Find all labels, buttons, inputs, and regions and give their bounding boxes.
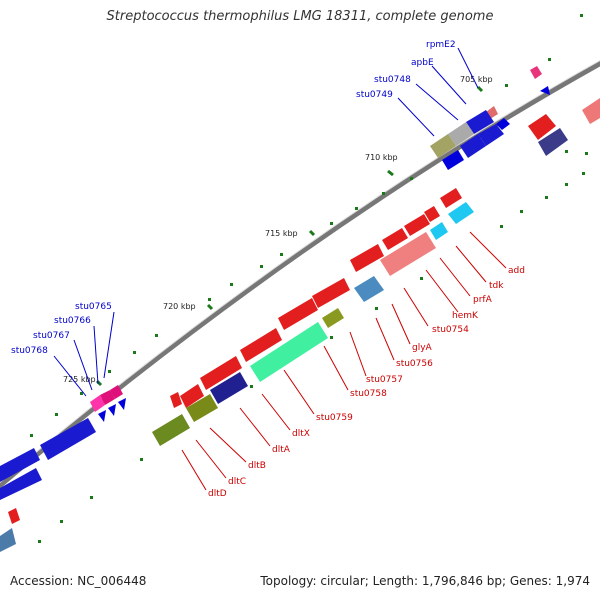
gene-red-3[interactable] xyxy=(382,228,408,250)
gene-label-dltD[interactable]: dltD xyxy=(208,489,227,499)
gene-add[interactable] xyxy=(440,188,462,208)
gene-label-stu0767[interactable]: stu0767 xyxy=(33,331,70,341)
gene-small-blue[interactable] xyxy=(540,86,550,95)
gene-red-arrow[interactable] xyxy=(170,392,182,408)
gene-label-glyA[interactable]: glyA xyxy=(412,343,433,353)
gene-blue-arrow-b[interactable] xyxy=(108,404,116,416)
gene-blue-4[interactable] xyxy=(442,150,464,170)
gene-label-stu0754[interactable]: stu0754 xyxy=(432,325,469,335)
gene-label-stu0765[interactable]: stu0765 xyxy=(75,302,112,312)
gene-red-4[interactable] xyxy=(350,244,384,272)
gene-label-stu0749[interactable]: stu0749 xyxy=(356,90,393,100)
leader-lines-reverse xyxy=(181,231,507,491)
gene-red-top-right-1[interactable] xyxy=(528,114,556,140)
gene-stu0766[interactable] xyxy=(100,390,115,405)
gene-label-dltC[interactable]: dltC xyxy=(228,477,246,487)
gene-darkblue-right[interactable] xyxy=(538,128,568,156)
gene-salmon-long[interactable] xyxy=(380,232,436,276)
gene-rpmE2[interactable] xyxy=(530,66,542,79)
gene-blue-arrow-1[interactable] xyxy=(496,118,510,130)
tick-label-720: 720 kbp xyxy=(163,302,196,311)
genome-summary-text: Topology: circular; Length: 1,796,846 bp… xyxy=(260,574,590,588)
gene-red-6[interactable] xyxy=(240,328,282,362)
gene-salmon-right[interactable] xyxy=(582,98,600,124)
gene-tdk[interactable] xyxy=(448,202,474,224)
gene-blue-2[interactable] xyxy=(478,124,504,146)
gene-label-dltA[interactable]: dltA xyxy=(272,445,291,455)
gene-stu0748[interactable] xyxy=(466,110,494,134)
gene-label-prfA[interactable]: prfA xyxy=(473,295,493,305)
gene-olive-glyA[interactable] xyxy=(322,308,344,328)
gene-label-stu0758[interactable]: stu0758 xyxy=(350,389,387,399)
gene-label-apbE[interactable]: apbE xyxy=(411,58,434,68)
gene-stu0767[interactable] xyxy=(90,395,105,412)
gene-stu0754[interactable] xyxy=(354,276,384,302)
reverse-strand-genes xyxy=(0,98,600,552)
gene-label-stu0748[interactable]: stu0748 xyxy=(374,75,411,85)
gene-red-7[interactable] xyxy=(200,356,242,390)
gene-label-rpmE2[interactable]: rpmE2 xyxy=(426,40,456,50)
gene-label-dltB[interactable]: dltB xyxy=(248,461,266,471)
gene-red-8[interactable] xyxy=(180,384,204,408)
gene-olive-3[interactable] xyxy=(152,414,190,446)
gene-blue-left-2[interactable] xyxy=(0,468,42,500)
tick-dots xyxy=(30,14,588,543)
tick-marks xyxy=(95,85,484,387)
gene-glyA[interactable] xyxy=(278,298,318,330)
gene-red-2[interactable] xyxy=(424,206,440,222)
gene-label-add[interactable]: add xyxy=(508,266,525,276)
map-title: Streptococcus thermophilus LMG 18311, co… xyxy=(106,9,494,24)
tick-label-705: 705 kbp xyxy=(460,75,493,84)
tick-label-715: 715 kbp xyxy=(265,229,298,238)
leader-lines-forward xyxy=(53,47,479,397)
gene-red-5[interactable] xyxy=(312,278,350,308)
gene-label-stu0756[interactable]: stu0756 xyxy=(396,359,433,369)
gene-stu0765[interactable] xyxy=(110,385,123,399)
gene-darkblue-1[interactable] xyxy=(210,372,248,404)
gene-hemK[interactable] xyxy=(430,222,448,240)
gene-label-hemK[interactable]: hemK xyxy=(452,311,479,321)
gene-label-stu0766[interactable]: stu0766 xyxy=(54,316,91,326)
gene-olive-2[interactable] xyxy=(186,394,218,422)
gene-label-tdk[interactable]: tdk xyxy=(489,281,504,291)
gene-blue-arrow-a[interactable] xyxy=(118,398,126,410)
forward-strand-genes xyxy=(0,66,550,500)
gene-olive-1[interactable] xyxy=(430,134,456,158)
genome-backbone-highlight xyxy=(0,60,600,484)
gene-label-stu0757[interactable]: stu0757 xyxy=(366,375,403,385)
gene-prfA[interactable] xyxy=(404,214,430,236)
gene-aquamarine[interactable] xyxy=(250,322,328,382)
gene-blue-3[interactable] xyxy=(460,134,486,158)
tick-label-710: 710 kbp xyxy=(365,153,398,162)
accession-text: Accession: NC_006448 xyxy=(10,574,147,588)
gene-blue-left-1[interactable] xyxy=(0,448,40,482)
gene-red-left-1[interactable] xyxy=(8,508,20,524)
gene-blue-big[interactable] xyxy=(40,418,96,460)
tick-label-725: 725 kbp xyxy=(63,375,96,384)
gene-label-stu0759[interactable]: stu0759 xyxy=(316,413,353,423)
gene-label-stu0768[interactable]: stu0768 xyxy=(11,346,48,356)
genome-backbone xyxy=(0,60,600,489)
gene-blue-arrow-c[interactable] xyxy=(98,410,106,422)
gene-label-dltX[interactable]: dltX xyxy=(292,429,310,439)
gene-stu0749[interactable] xyxy=(448,122,474,146)
gene-steel-left[interactable] xyxy=(0,528,16,552)
